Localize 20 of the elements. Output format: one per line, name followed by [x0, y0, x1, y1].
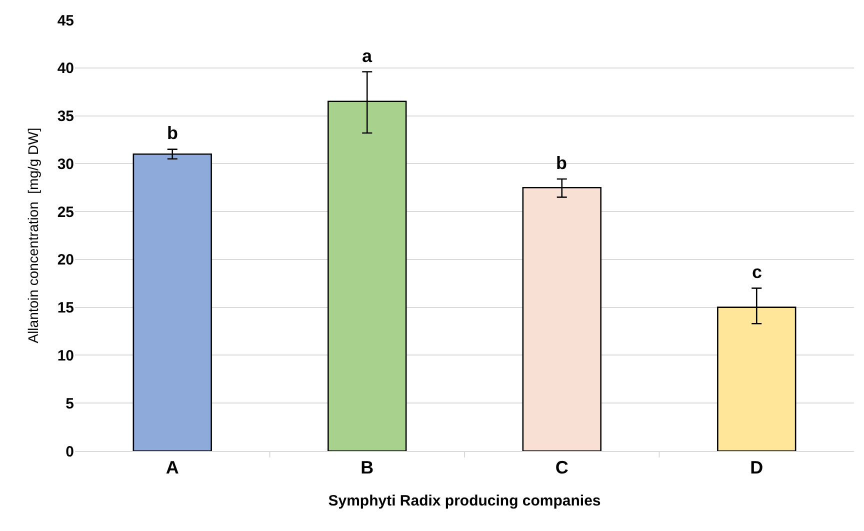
y-tick-label: 5 — [66, 395, 74, 412]
x-tick-label: D — [750, 458, 764, 478]
y-tick-label: 0 — [66, 443, 74, 460]
y-tick-label: 45 — [57, 12, 74, 30]
x-tick-label: A — [166, 458, 179, 478]
annotation: b — [167, 123, 178, 143]
annotation: b — [556, 153, 567, 173]
x-tick-label: B — [360, 458, 374, 478]
annotation: c — [752, 262, 762, 282]
y-tick-label: 20 — [57, 252, 74, 269]
y-tick-label: 25 — [57, 204, 74, 221]
y-tick-label: 40 — [57, 60, 74, 78]
annotation: a — [362, 46, 373, 66]
x-tick-label: C — [555, 458, 568, 478]
y-tick-label: 35 — [57, 108, 74, 126]
x-axis-title: Symphyti Radix producing companies — [328, 492, 601, 510]
y-tick-label: 30 — [57, 156, 74, 173]
y-axis-title: Allantoin concentration [mg/g DW] — [24, 128, 41, 344]
y-tick-label: 15 — [57, 300, 74, 317]
y-tick-label: 10 — [57, 347, 74, 364]
